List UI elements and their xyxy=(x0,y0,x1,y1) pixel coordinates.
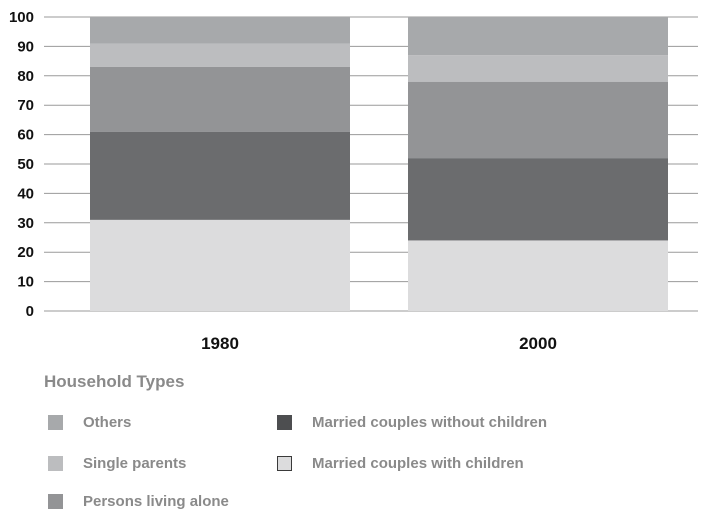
bar-segment xyxy=(408,240,668,311)
legend-item-single-parents: Single parents xyxy=(48,455,186,472)
y-tick-label: 50 xyxy=(17,156,34,173)
legend-item-married-without-children: Married couples without children xyxy=(277,414,547,431)
bar-segment xyxy=(90,131,350,220)
bar-segment xyxy=(90,66,350,132)
bar-segment xyxy=(90,219,350,311)
legend-item-others: Others xyxy=(48,414,131,431)
y-tick-label: 40 xyxy=(17,185,34,202)
y-tick-label: 20 xyxy=(17,244,34,261)
y-tick-label: 10 xyxy=(17,274,34,291)
legend-swatch xyxy=(48,415,63,430)
legend-label: Others xyxy=(83,414,132,431)
bar-segment xyxy=(408,81,668,159)
bars xyxy=(90,17,668,311)
y-tick-label: 80 xyxy=(17,68,34,85)
bar-segment xyxy=(90,17,350,44)
stacked-bar-chart: 0 10 20 30 40 50 60 70 80 90 100 1980 2000 xyxy=(9,9,698,353)
legend-label: Single parents xyxy=(83,455,187,472)
legend-item-married-with-children: Married couples with children xyxy=(277,455,524,472)
legend-swatch xyxy=(277,415,292,430)
legend-label: Married couples without children xyxy=(312,414,548,431)
legend-label: Married couples with children xyxy=(312,455,524,472)
bar-segment xyxy=(408,17,668,56)
y-tick-label: 60 xyxy=(17,127,34,144)
y-tick-label: 100 xyxy=(9,9,34,26)
y-tick-label: 30 xyxy=(17,215,34,232)
legend-swatch xyxy=(48,494,63,509)
legend-label: Persons living alone xyxy=(83,493,229,510)
bar-segment xyxy=(408,55,668,82)
bar-segment xyxy=(408,158,668,241)
legend-item-persons-living-alone: Persons living alone xyxy=(48,493,229,510)
x-category-label: 1980 xyxy=(201,334,239,353)
legend-swatch xyxy=(277,456,292,471)
legend-title: Household Types xyxy=(44,372,185,391)
axis-labels: 0 10 20 30 40 50 60 70 80 90 100 1980 2000 xyxy=(9,9,557,353)
y-tick-label: 90 xyxy=(17,38,34,55)
y-tick-label: 0 xyxy=(26,303,34,320)
bar-segment xyxy=(90,43,350,67)
y-tick-label: 70 xyxy=(17,97,34,114)
x-category-label: 2000 xyxy=(519,334,557,353)
legend-swatch xyxy=(48,456,63,471)
